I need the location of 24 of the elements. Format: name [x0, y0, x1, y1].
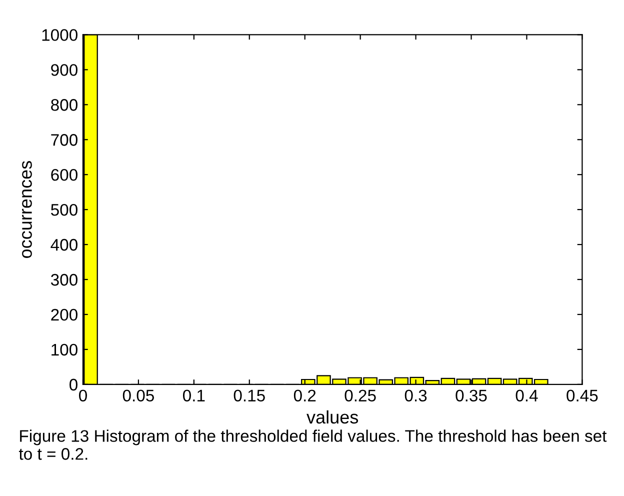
y-tick-label: 0 [70, 378, 78, 391]
x-tick-label: 0 [79, 390, 87, 402]
y-axis-title: occurrences [22, 161, 32, 258]
x-tick-label: 0.2 [294, 390, 316, 402]
x-tick-label: 0.35 [456, 390, 487, 402]
y-tick-label: 600 [51, 168, 78, 181]
x-tick-label: 0.3 [404, 390, 427, 402]
x-tick-label: 0.25 [344, 390, 376, 402]
y-tick-label: 800 [51, 99, 78, 111]
x-tick-label: 0.05 [122, 390, 154, 402]
caption: Figure 13 Histogram of the thresholded field values. The threshold has been set to t = 0.2. [18, 430, 607, 460]
x-tick-label: 0.15 [234, 390, 265, 402]
y-tick-label: 300 [50, 274, 78, 286]
x-tick-label: 0.45 [566, 390, 598, 402]
x-tick-label: 0.4 [516, 390, 538, 402]
y-tick-label: 900 [51, 64, 78, 76]
y-tick-label: 400 [50, 238, 78, 251]
y-tick-label: 100 [52, 344, 78, 356]
x-axis-title: values [306, 410, 358, 424]
y-tick-label: 1000 [42, 29, 78, 41]
x-tick-label: 0.1 [182, 390, 205, 402]
y-tick-label: 700 [51, 134, 78, 146]
y-tick-label: 200 [51, 308, 78, 321]
y-tick-label: 500 [50, 204, 78, 216]
